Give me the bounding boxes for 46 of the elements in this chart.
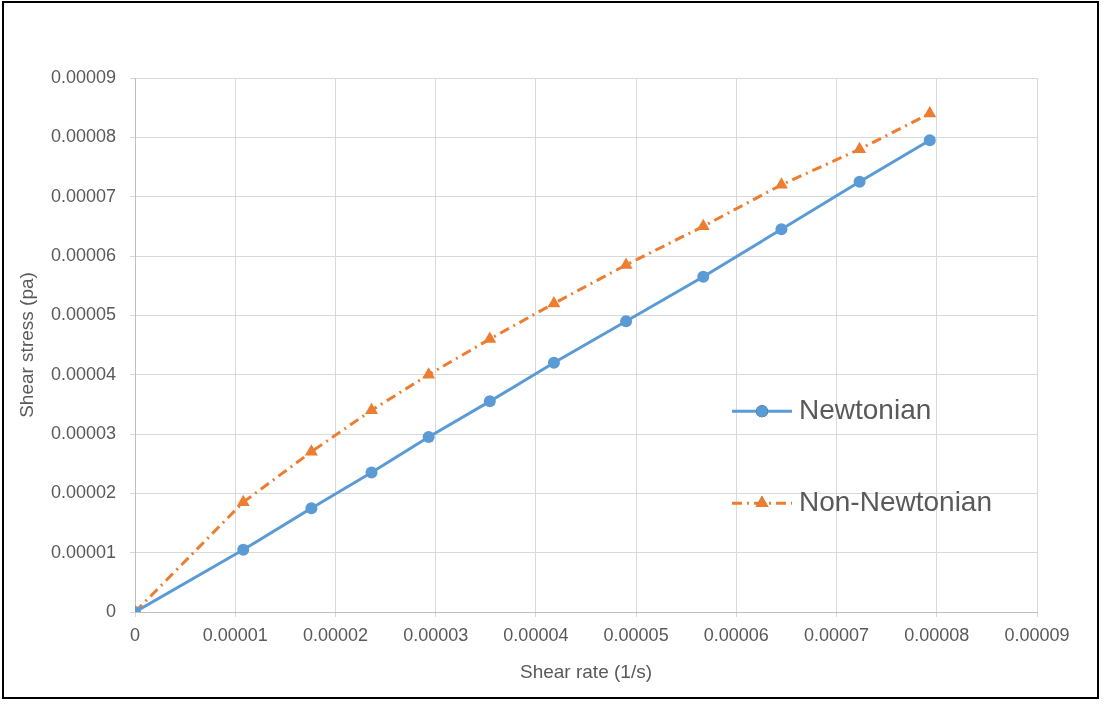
point xyxy=(547,295,561,308)
x-tick-label: 0.00007 xyxy=(804,624,870,645)
point xyxy=(774,177,788,189)
point xyxy=(304,444,318,456)
x-tick-label: 0.00003 xyxy=(403,624,469,645)
x-tick-label: 0.00001 xyxy=(202,624,268,645)
x-tick-label: 0 xyxy=(129,624,141,645)
point xyxy=(365,402,379,415)
y-tick-label: 0.00005 xyxy=(50,304,116,325)
y-tick-label: 0 xyxy=(105,600,116,621)
point xyxy=(547,356,560,369)
point xyxy=(775,223,788,236)
x-tick-label: 0.00009 xyxy=(1004,624,1070,645)
point xyxy=(923,134,936,147)
legend-label: Non-Newtonian xyxy=(799,485,993,517)
point xyxy=(696,218,710,231)
point xyxy=(619,257,633,269)
x-tick-label: 0.00004 xyxy=(503,624,569,645)
point xyxy=(422,367,436,379)
point xyxy=(365,466,378,479)
y-tick-label: 0.00007 xyxy=(50,185,116,206)
point xyxy=(237,543,250,556)
y-tick-label: 0.00004 xyxy=(50,363,116,384)
y-tick-label: 0.00003 xyxy=(50,422,116,443)
point xyxy=(853,175,866,188)
x-tick-label: 0.00002 xyxy=(302,624,368,645)
point xyxy=(697,270,710,283)
y-tick-label: 0.00009 xyxy=(50,66,116,87)
point xyxy=(483,331,497,343)
x-axis-title: Shear rate (1/s) xyxy=(520,660,652,682)
x-tick-label: 0.00005 xyxy=(603,624,669,645)
y-axis-title: Shear stress (pa) xyxy=(15,272,37,418)
y-tick-label: 0.00001 xyxy=(50,541,116,562)
point xyxy=(483,395,496,408)
point xyxy=(923,106,937,118)
x-tick-label: 0.00008 xyxy=(904,624,970,645)
y-tick-label: 0.00008 xyxy=(50,126,116,147)
point xyxy=(305,502,318,515)
y-tick-label: 0.00006 xyxy=(50,244,116,265)
point xyxy=(236,494,250,506)
point xyxy=(620,315,633,328)
point xyxy=(422,430,435,443)
x-tick-label: 0.00006 xyxy=(703,624,769,645)
y-tick-label: 0.00002 xyxy=(50,482,116,503)
legend-label: Newtonian xyxy=(799,393,932,425)
point xyxy=(853,141,867,153)
